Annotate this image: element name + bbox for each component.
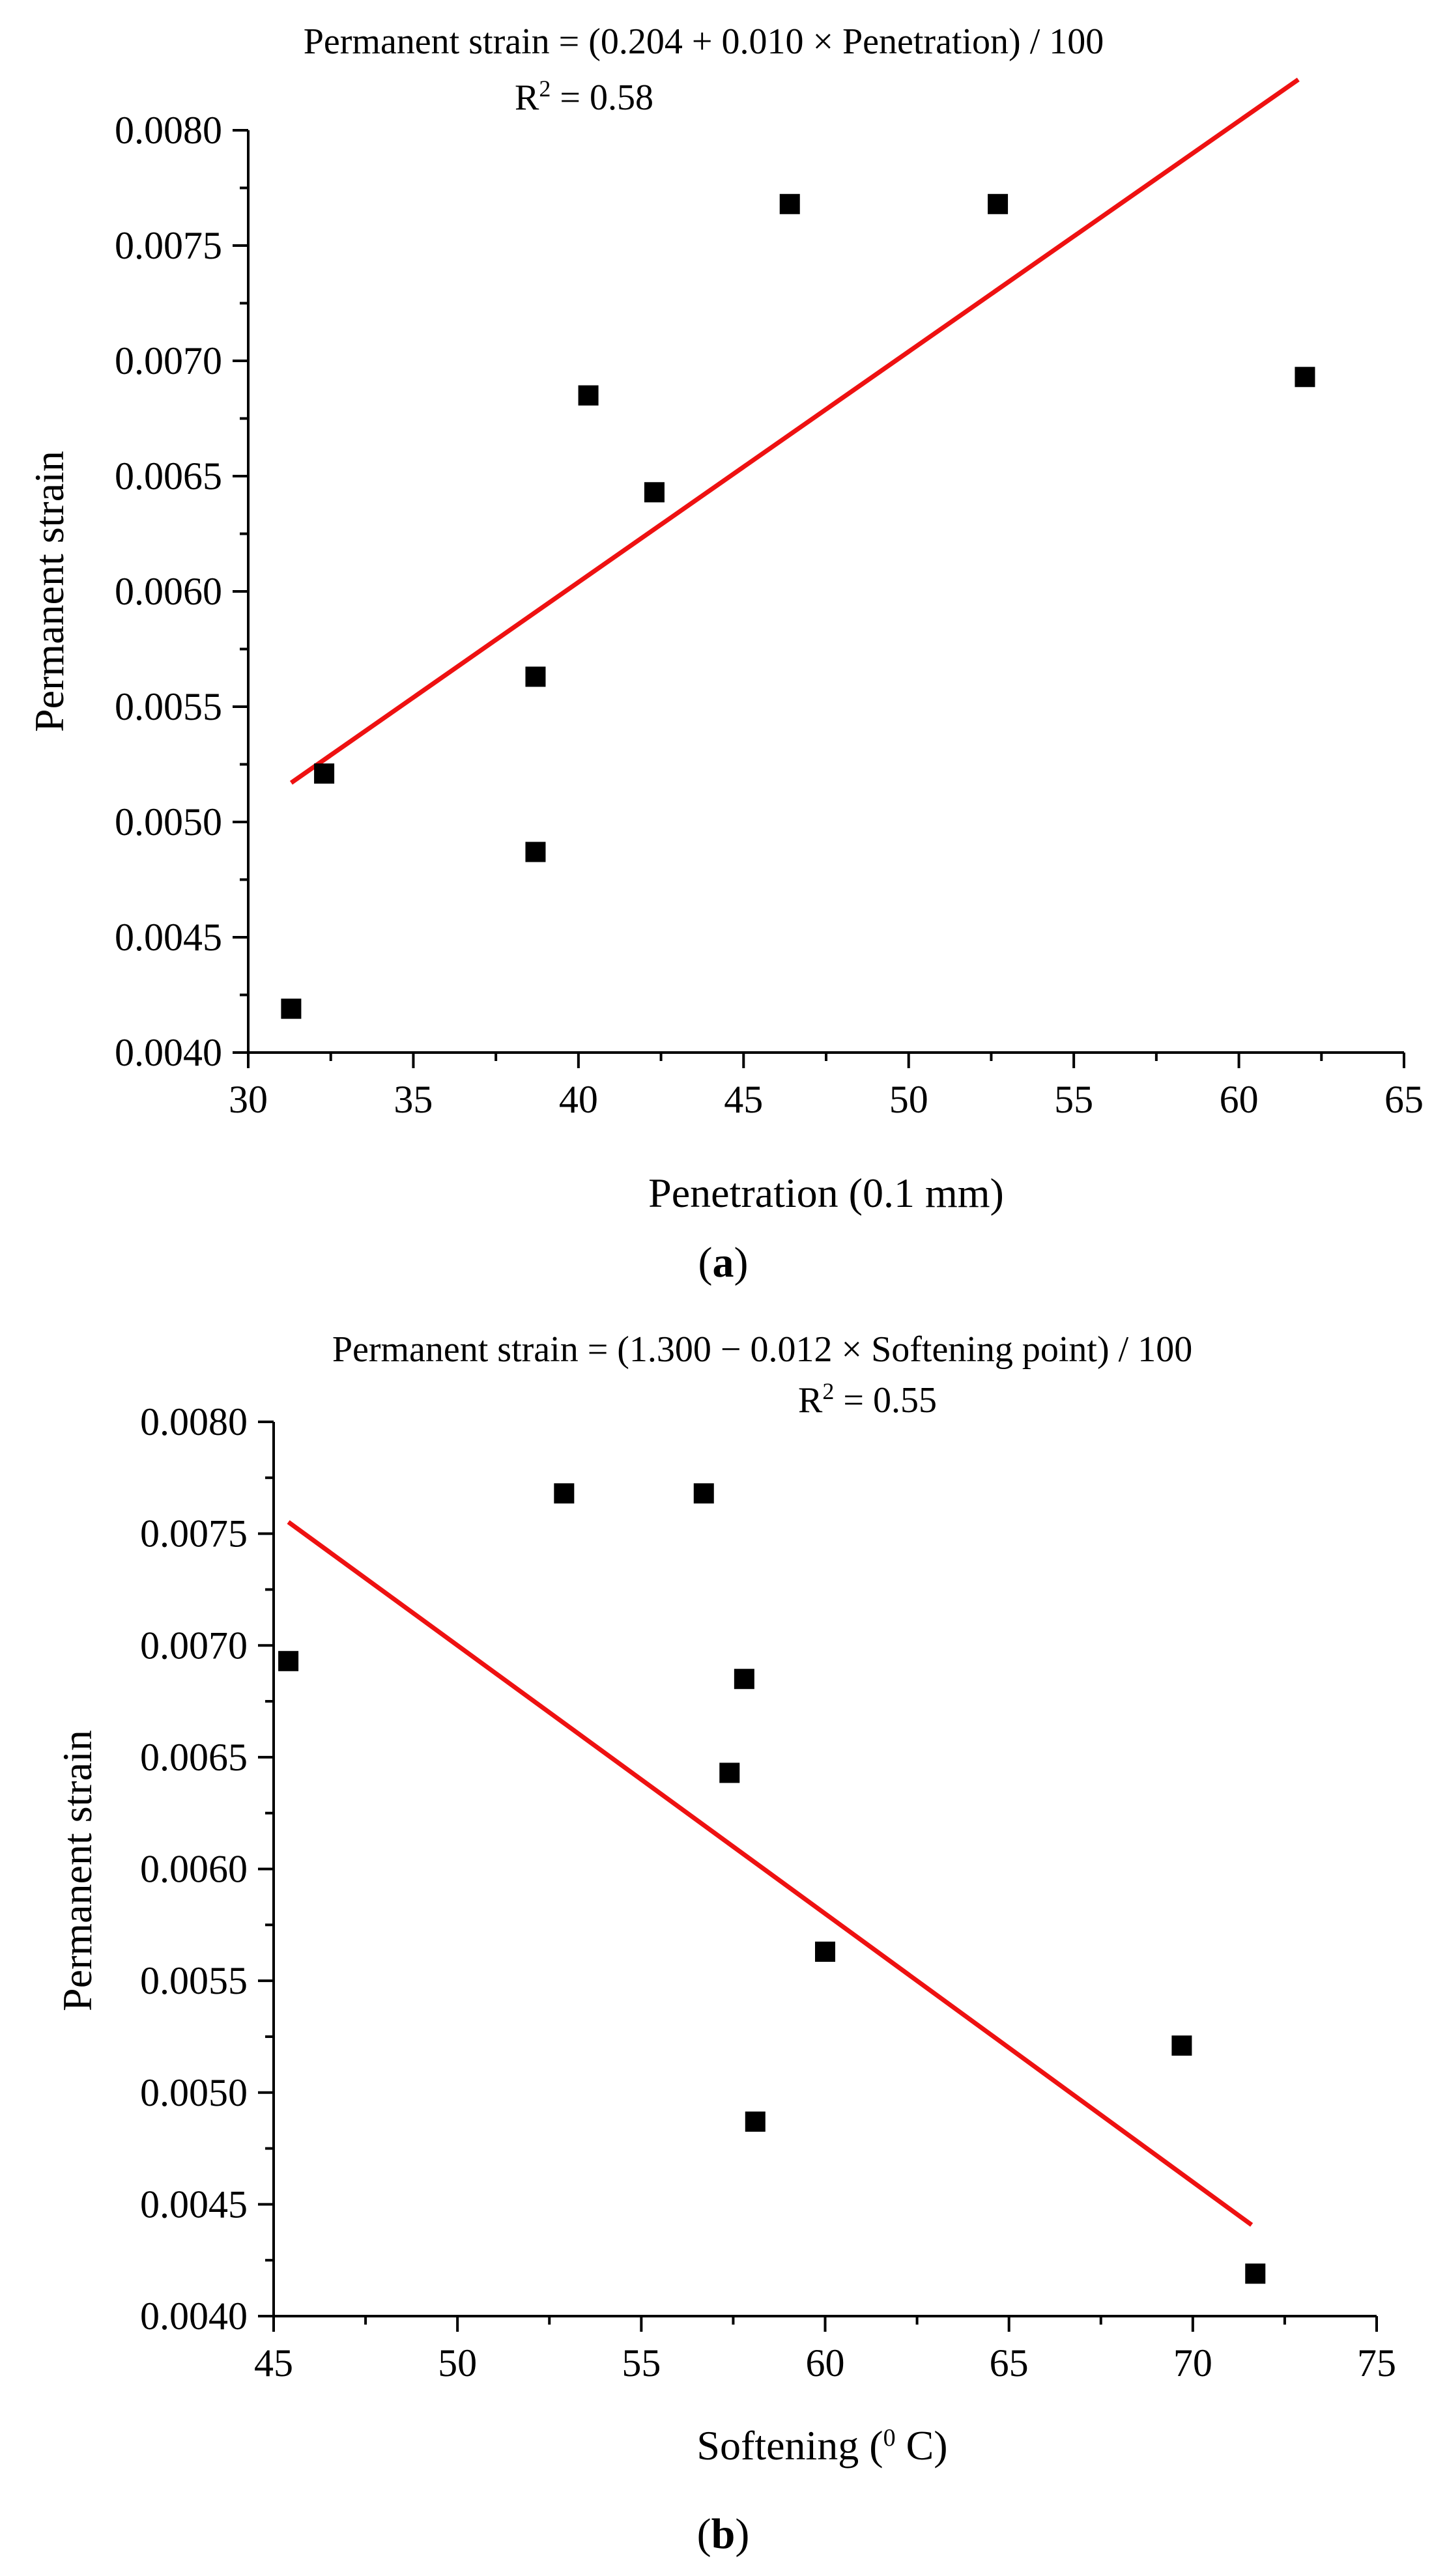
chart-a-data-point <box>779 193 800 214</box>
chart-b-x-tick-label: 70 <box>1173 2342 1212 2385</box>
chart-b-y-tick-label: 0.0055 <box>140 1959 248 2002</box>
chart-a-panel-close: ) <box>734 1239 749 1286</box>
chart-b-x-tick-label: 45 <box>254 2342 293 2385</box>
chart-a-r2-superscript: 2 <box>539 76 551 102</box>
chart-a-title: Permanent strain = (0.204 + 0.010 × Pene… <box>304 21 1104 62</box>
chart-b-r2-value: = 0.55 <box>834 1380 937 1421</box>
chart-panel-b: Permanent strain = (1.300 − 0.012 × Soft… <box>54 1329 1396 2558</box>
chart-b-panel-close: ) <box>735 2510 749 2558</box>
chart-b-y-tick-label: 0.0070 <box>140 1624 248 1667</box>
chart-a-data-point <box>578 385 599 406</box>
chart-a-y-tick-label: 0.0070 <box>115 339 222 382</box>
chart-b-x-tick-label: 60 <box>806 2342 845 2385</box>
chart-a-plot-area: 30 35 40 45 50 55 60 65 0.0040 0.0045 0.0050 0.005… <box>115 78 1424 1121</box>
chart-b-x-tick-label: 65 <box>990 2342 1029 2385</box>
chart-a-panel-label: (a) <box>698 1239 749 1286</box>
chart-b-data-point <box>554 1483 575 1504</box>
chart-b-data-point <box>1245 2263 1266 2284</box>
chart-b-r2-label: R <box>798 1380 823 1421</box>
chart-b-x-axis-label-degree: 0 <box>883 2424 896 2452</box>
chart-b-x-axis-label-post: C) <box>896 2422 948 2469</box>
chart-a-y-tick-label: 0.0065 <box>115 455 222 498</box>
chart-b-panel-label: (b) <box>697 2510 750 2558</box>
chart-a-y-tick-label: 0.0060 <box>115 570 222 613</box>
chart-b-y-tick-label: 0.0080 <box>140 1400 248 1443</box>
chart-a-x-tick-label: 55 <box>1054 1078 1093 1121</box>
chart-b-y-tick-label: 0.0065 <box>140 1736 248 1779</box>
chart-b-x-axis-label-pre: Softening ( <box>696 2422 883 2469</box>
chart-b-y-tick-label: 0.0040 <box>140 2295 248 2338</box>
chart-a-data-point <box>314 763 335 784</box>
chart-a-data-point <box>525 842 546 862</box>
chart-a-y-tick-label: 0.0080 <box>115 109 222 152</box>
chart-b-data-point <box>745 2111 766 2132</box>
chart-a-y-tick-label: 0.0055 <box>115 685 222 728</box>
chart-b-x-tick-label: 75 <box>1357 2342 1396 2385</box>
chart-a-data-point <box>1295 367 1315 388</box>
chart-b-y-axis-label: Permanent strain <box>54 1730 100 2011</box>
chart-b-r2: R2 = 0.55 <box>798 1378 937 1421</box>
chart-a-y-tick-label: 0.0075 <box>115 224 222 267</box>
chart-a-y-axis-label: Permanent strain <box>26 451 72 732</box>
chart-a-panel-letter: a <box>713 1239 734 1286</box>
chart-a-x-axis-label: Penetration (0.1 mm) <box>648 1170 1004 1216</box>
chart-a-y-tick-label: 0.0040 <box>115 1031 222 1074</box>
chart-b-r2-superscript: 2 <box>822 1378 834 1404</box>
chart-a-r2-value: = 0.58 <box>551 78 653 118</box>
chart-b-x-axis-label: Softening (0 C) <box>696 2422 947 2469</box>
chart-a-data-point <box>988 193 1009 214</box>
chart-b-panel-letter: b <box>711 2510 736 2558</box>
chart-a-r2: R2 = 0.58 <box>515 76 653 118</box>
chart-a-x-tick-label: 60 <box>1220 1078 1259 1121</box>
chart-b-title: Permanent strain = (1.300 − 0.012 × Soft… <box>332 1329 1192 1370</box>
chart-b-x-tick-label: 55 <box>622 2342 661 2385</box>
chart-a-x-tick-label: 30 <box>229 1078 268 1121</box>
chart-b-y-tick-label: 0.0050 <box>140 2071 248 2114</box>
chart-a-x-tick-label: 40 <box>559 1078 598 1121</box>
chart-a-panel-open: ( <box>698 1239 713 1286</box>
chart-b-data-point <box>278 1650 299 1671</box>
chart-b-y-tick-label: 0.0075 <box>140 1512 248 1555</box>
chart-a-x-tick-label: 50 <box>889 1078 928 1121</box>
chart-b-data-point <box>815 1942 835 1962</box>
chart-b-fit-line <box>287 1520 1254 2227</box>
chart-b-y-tick-label: 0.0060 <box>140 1848 248 1891</box>
chart-panel-a: Permanent strain = (0.204 + 0.010 × Pene… <box>26 21 1424 1286</box>
chart-a-y-tick-label: 0.0045 <box>115 916 222 959</box>
chart-b-plot-area: 45 50 55 60 65 70 75 0.0040 0.0045 0.0050 0.0055 0… <box>140 1400 1396 2385</box>
chart-b-data-point <box>734 1669 754 1690</box>
chart-a-r2-label: R <box>515 78 539 118</box>
chart-a-data-point <box>281 998 302 1019</box>
chart-a-x-tick-label: 45 <box>724 1078 763 1121</box>
chart-b-x-tick-label: 50 <box>438 2342 477 2385</box>
chart-b-data-point <box>719 1762 740 1783</box>
chart-a-fit-line <box>289 78 1300 785</box>
chart-b-data-point <box>693 1483 714 1504</box>
chart-a-y-tick-label: 0.0050 <box>115 800 222 843</box>
chart-b-y-tick-label: 0.0045 <box>140 2183 248 2226</box>
chart-a-x-tick-label: 35 <box>394 1078 433 1121</box>
chart-b-data-point <box>1171 2035 1192 2056</box>
chart-a-data-point <box>644 482 665 503</box>
chart-a-data-point <box>525 666 546 687</box>
chart-b-panel-open: ( <box>697 2510 711 2558</box>
chart-a-x-tick-label: 65 <box>1384 1078 1424 1121</box>
